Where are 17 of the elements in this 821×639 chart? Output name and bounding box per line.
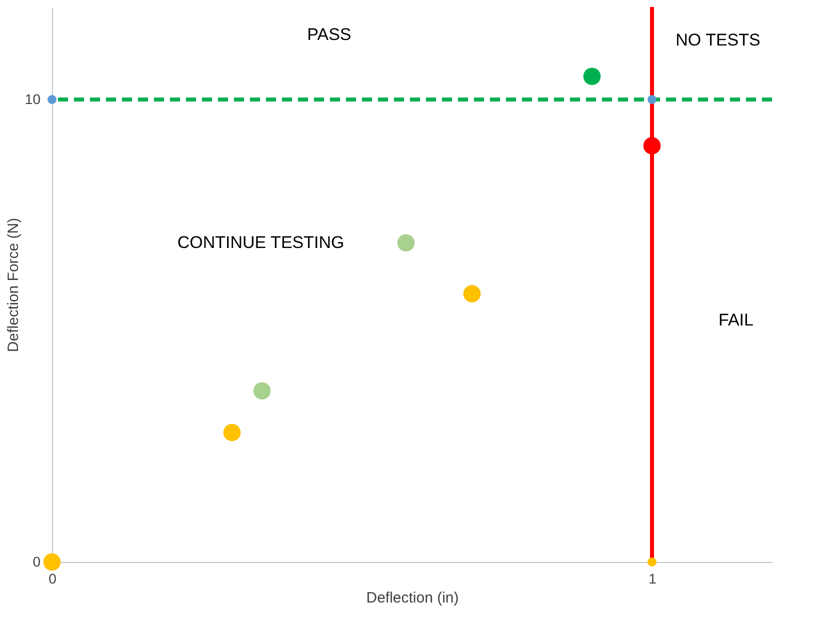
annotation: FAIL bbox=[718, 310, 754, 330]
point bbox=[463, 285, 481, 302]
point bbox=[583, 68, 601, 86]
point bbox=[643, 137, 661, 154]
point bbox=[48, 95, 56, 104]
annotation: CONTINUE TESTING bbox=[177, 232, 344, 252]
point bbox=[43, 553, 61, 571]
point bbox=[253, 382, 271, 400]
annotation: NO TESTS bbox=[676, 30, 760, 50]
y-axis-title: Deflection Force (N) bbox=[4, 218, 22, 352]
y-tick-label: 10 bbox=[24, 91, 41, 107]
point bbox=[648, 95, 656, 104]
annotation: PASS bbox=[307, 24, 352, 44]
point bbox=[223, 424, 241, 442]
point bbox=[397, 234, 415, 252]
x-axis-title: Deflection (in) bbox=[366, 590, 459, 606]
x-tick-label: 1 bbox=[648, 570, 657, 586]
